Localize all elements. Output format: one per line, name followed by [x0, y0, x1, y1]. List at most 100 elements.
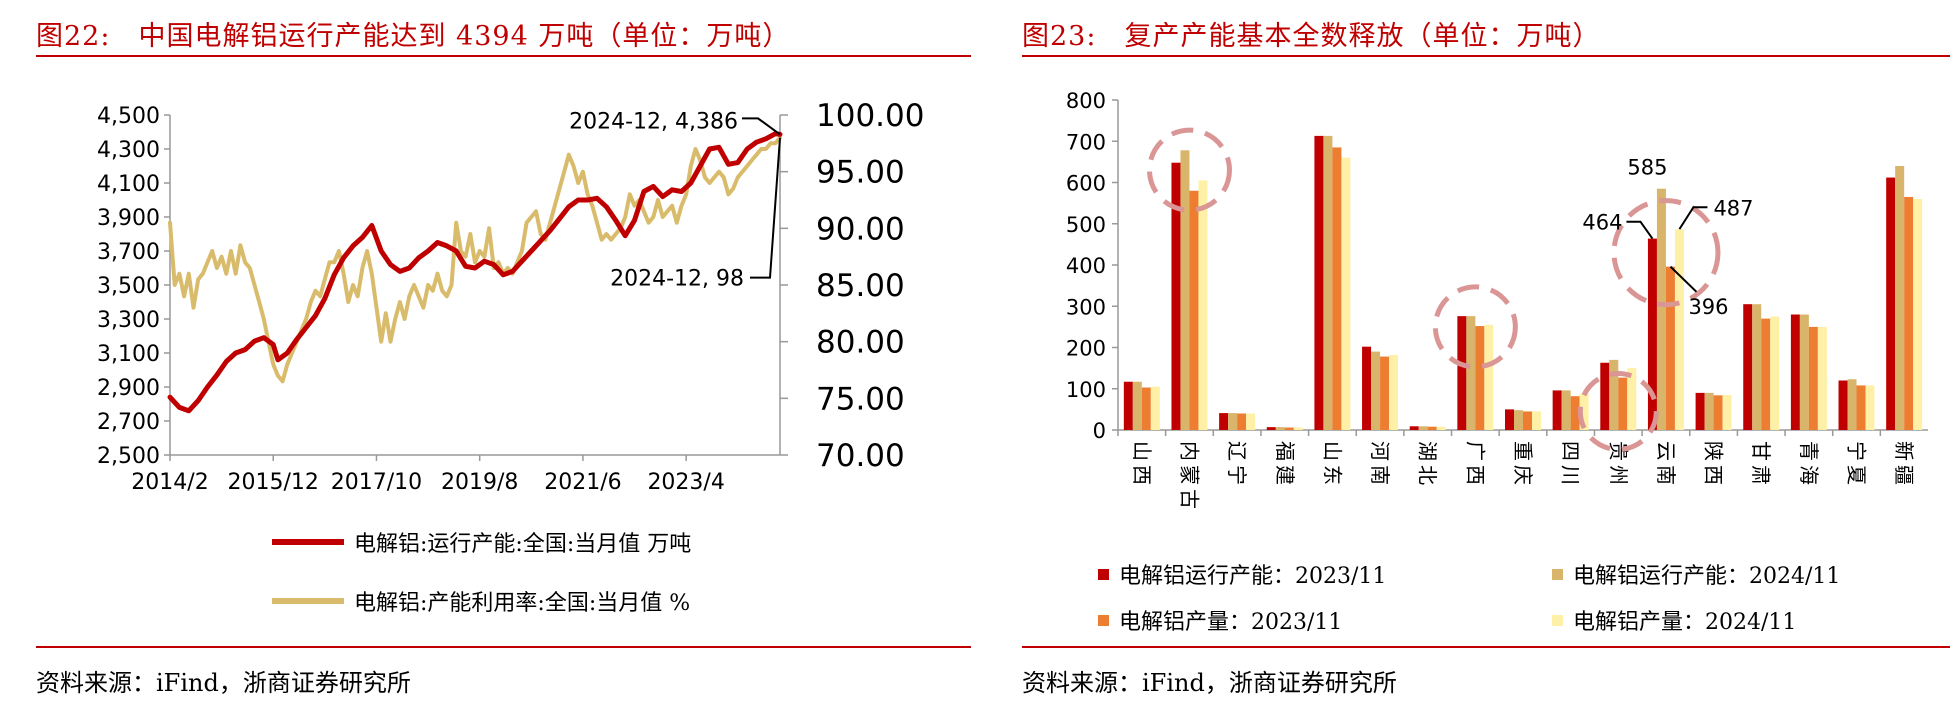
- category-label: 宁: [1225, 465, 1249, 485]
- bar: [1514, 410, 1523, 430]
- bar: [1266, 427, 1276, 430]
- category-label: 海: [1797, 465, 1821, 485]
- y-tick-label: 300: [1066, 295, 1106, 319]
- legend-swatch-utilization: [272, 598, 344, 604]
- bar: [1457, 316, 1467, 430]
- bar: [1665, 266, 1675, 430]
- bar: [1436, 426, 1446, 430]
- legend-item: 电解铝运行产能：2023/11: [1098, 558, 1386, 590]
- bar: [1561, 390, 1571, 430]
- bar: [1180, 150, 1190, 430]
- category-label: 南: [1368, 465, 1392, 485]
- category-label: 建: [1273, 465, 1297, 485]
- category-label: 广: [1463, 441, 1487, 461]
- bar: [1600, 362, 1610, 430]
- annotation-utilization: 2024-12, 98: [610, 267, 744, 292]
- bar: [1314, 135, 1324, 430]
- bar: [1341, 157, 1351, 430]
- bar: [1237, 413, 1247, 430]
- category-label: 肃: [1749, 465, 1773, 485]
- bar: [1752, 304, 1762, 430]
- category-label: 古: [1177, 489, 1201, 509]
- y-left-tick-label: 4,500: [97, 104, 160, 129]
- category-label: 青: [1797, 441, 1821, 461]
- annotation-leader-487: [1678, 206, 1708, 230]
- y-tick-label: 700: [1066, 130, 1106, 154]
- bar: [1409, 426, 1419, 430]
- bar: [1189, 190, 1199, 430]
- bar: [1150, 386, 1160, 430]
- bar: [1362, 346, 1372, 430]
- capacity-line: [167, 131, 783, 414]
- bar: [1523, 411, 1532, 430]
- legend-swatch: [1098, 614, 1109, 626]
- category-label: 新: [1892, 441, 1916, 461]
- y-tick-label: 500: [1066, 213, 1106, 237]
- source-note: 资料来源：iFind，浙商证券研究所: [36, 669, 411, 697]
- y-tick-label: 400: [1066, 254, 1106, 278]
- figure-23-title: 图23: 复产产能基本全数释放（单位：万吨）: [1022, 21, 1601, 52]
- category-label: 川: [1559, 465, 1583, 485]
- category-label: 山: [1130, 441, 1154, 461]
- highlight-circle: [1577, 370, 1659, 452]
- category-label: 蒙: [1177, 465, 1201, 485]
- annotation-585: 585: [1627, 156, 1667, 180]
- category-label: 西: [1130, 465, 1154, 485]
- category-label: 山: [1320, 441, 1344, 461]
- category-label: 福: [1273, 441, 1297, 461]
- legend-swatch-capacity: [272, 539, 344, 545]
- bar: [1627, 368, 1637, 430]
- bar: [1141, 387, 1151, 430]
- y-right-tick-label: 70.00: [816, 438, 905, 474]
- legend-label: 电解铝运行产能：2024/11: [1573, 564, 1841, 589]
- utilization-line: [168, 135, 782, 384]
- bar: [1695, 392, 1705, 430]
- highlight-circle: [1432, 284, 1518, 370]
- category-label: 东: [1320, 465, 1344, 485]
- category-label: 西: [1463, 465, 1487, 485]
- y-tick-label: 800: [1066, 89, 1106, 113]
- legend-item: 电解铝产量：2024/11: [1552, 604, 1796, 636]
- legend-label: 电解铝产量：2023/11: [1119, 610, 1343, 635]
- bar: [1466, 316, 1476, 430]
- legend-label: 电解铝产量：2024/11: [1573, 610, 1797, 635]
- bar: [1427, 426, 1437, 430]
- bar: [1609, 359, 1619, 430]
- source-rule: [36, 646, 971, 648]
- bar: [1799, 314, 1809, 430]
- bar: [1246, 413, 1256, 430]
- bar: [1838, 380, 1848, 430]
- category-label: 南: [1654, 465, 1678, 485]
- bar: [1817, 326, 1827, 430]
- y-left-tick-label: 3,300: [97, 308, 160, 333]
- x-tick-label: 2021/6: [544, 470, 621, 495]
- legend-swatch: [1552, 614, 1563, 626]
- category-label: 庆: [1511, 465, 1535, 485]
- bar: [1475, 326, 1485, 430]
- y-left-tick-label: 3,700: [97, 240, 160, 265]
- annotation-464: 464: [1582, 211, 1622, 235]
- title-rule: [1022, 55, 1950, 57]
- bar: [1656, 188, 1666, 430]
- category-label: 西: [1702, 465, 1726, 485]
- bar: [1171, 162, 1181, 430]
- x-tick-label: 2023/4: [647, 470, 724, 495]
- bar: [1132, 381, 1142, 430]
- figure-22: 图22: 中国电解铝运行产能达到 4394 万吨（单位：万吨） 4,500 4,3…: [36, 21, 971, 697]
- y-right-tick-label: 100.00: [816, 98, 924, 134]
- y-right-tick-label: 85.00: [816, 268, 905, 304]
- category-label: 北: [1416, 465, 1440, 485]
- y-tick-label: 0: [1093, 419, 1106, 443]
- y-right-tick-label: 90.00: [816, 211, 905, 247]
- y-right-tick-label: 75.00: [816, 381, 905, 417]
- annotation-396: 396: [1688, 295, 1728, 319]
- capacity-bar-chart: 0100200300400500600700800山西内蒙古辽宁福建山东河南湖北…: [1066, 89, 1928, 509]
- annotation-leader-464: [1626, 220, 1654, 240]
- bar: [1228, 413, 1238, 430]
- category-label: 辽: [1225, 441, 1249, 461]
- bar: [1913, 199, 1923, 430]
- legend-swatch: [1098, 568, 1109, 580]
- y-tick-label: 200: [1066, 337, 1106, 361]
- category-label: 河: [1368, 441, 1392, 461]
- bar: [1579, 393, 1589, 430]
